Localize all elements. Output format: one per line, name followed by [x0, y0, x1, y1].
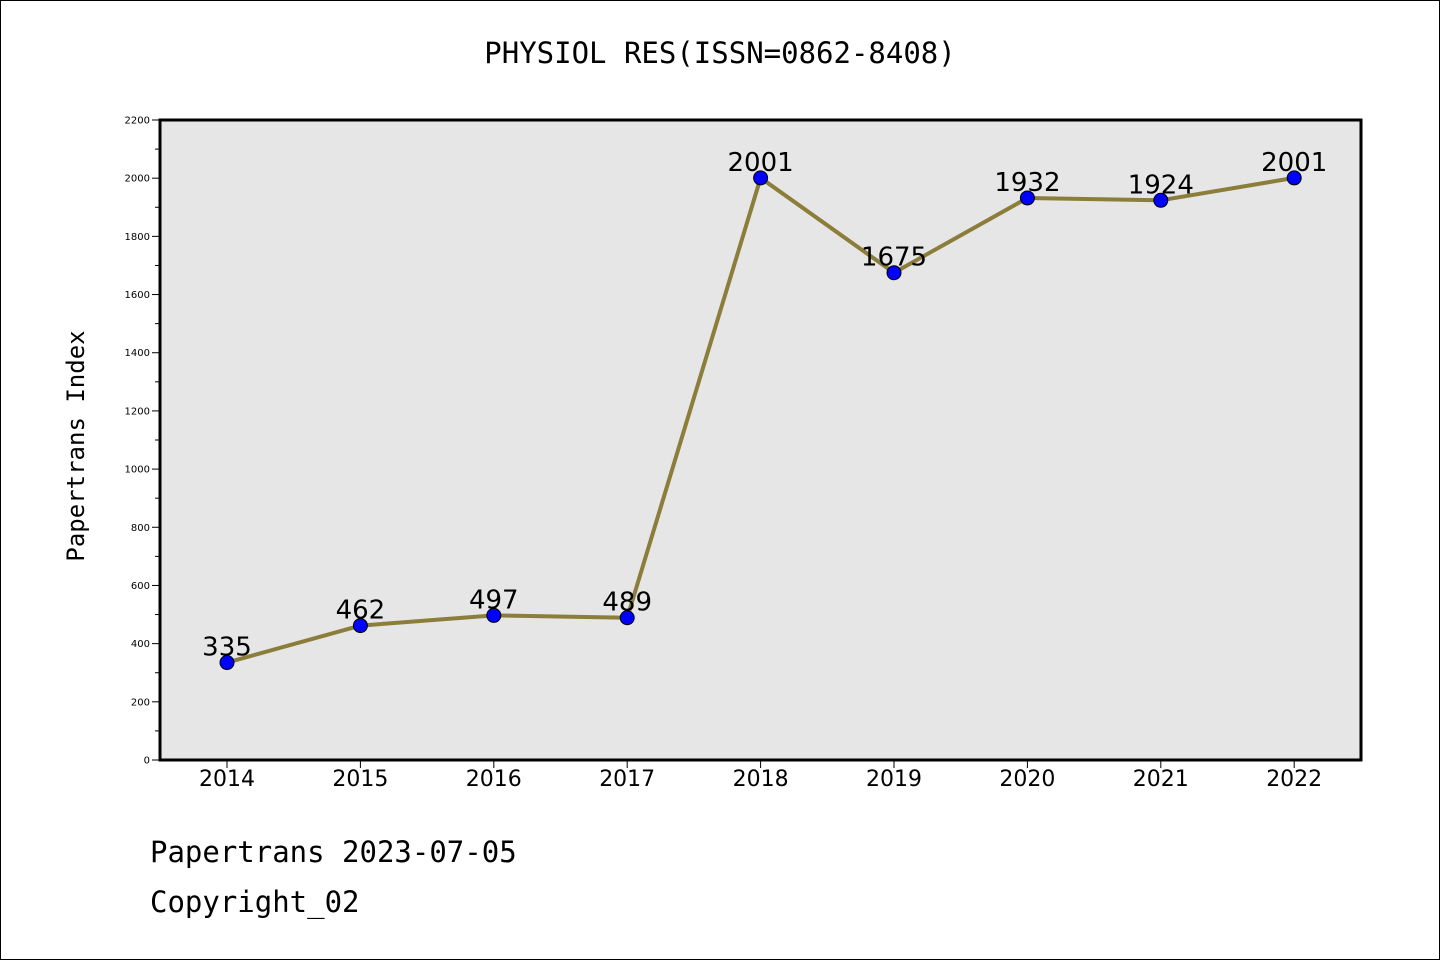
chart-title: PHYSIOL RES(ISSN=0862-8408) [484, 36, 956, 70]
y-tick-label: 2200 [125, 116, 150, 127]
data-label: 462 [336, 596, 386, 626]
data-point [886, 265, 902, 281]
y-tick-label: 800 [131, 523, 150, 534]
data-labels: 335 462 497 489 2001 1675 1932 1924 2001 [202, 148, 1327, 663]
y-tick-label: 600 [131, 581, 150, 592]
x-tick-label: 2017 [599, 767, 655, 792]
y-tick-label: 1400 [125, 348, 150, 359]
data-point [219, 655, 235, 671]
data-label: 1932 [994, 168, 1060, 198]
data-point [753, 170, 769, 186]
data-point [1019, 190, 1035, 206]
x-tick-label: 2014 [199, 767, 255, 792]
footer-copyright: Copyright_02 [150, 885, 360, 919]
data-label: 489 [602, 588, 652, 618]
x-tick-label: 2020 [999, 767, 1055, 792]
y-tick-label: 1600 [125, 290, 150, 301]
y-axis: 0 200 400 600 800 1000 1200 1400 1600 1800 2000 220… [125, 116, 160, 767]
data-point [619, 610, 635, 626]
y-tick-label: 200 [131, 697, 150, 708]
x-tick-label: 2015 [332, 767, 388, 792]
data-point [1153, 192, 1169, 208]
y-tick-label: 400 [131, 639, 150, 650]
y-tick-label: 1000 [125, 465, 150, 476]
data-point [1286, 170, 1302, 186]
y-tick-label: 1800 [125, 232, 150, 243]
data-label: 2001 [1261, 148, 1327, 178]
y-tick-label: 1200 [125, 406, 150, 417]
footer-date: Papertrans 2023-07-05 [150, 835, 517, 869]
x-tick-label: 2018 [733, 767, 789, 792]
data-point [352, 618, 368, 634]
x-tick-label: 2022 [1266, 767, 1322, 792]
x-tick-label: 2016 [466, 767, 522, 792]
data-label: 1924 [1128, 170, 1194, 200]
data-label: 497 [469, 585, 519, 615]
y-tick-label: 2000 [125, 174, 150, 185]
x-tick-label: 2021 [1133, 767, 1189, 792]
plot-area [160, 120, 1361, 760]
data-label: 335 [202, 633, 252, 663]
x-tick-label: 2019 [866, 767, 922, 792]
data-label: 1675 [861, 243, 927, 273]
data-markers [219, 170, 1302, 671]
x-axis: 2014 2015 2016 2017 2018 2019 2020 2021 2022 [199, 760, 1322, 792]
y-tick-label: 0 [144, 756, 150, 767]
plot-border [158, 118, 1363, 762]
data-point [486, 607, 502, 623]
data-label: 2001 [728, 148, 794, 178]
